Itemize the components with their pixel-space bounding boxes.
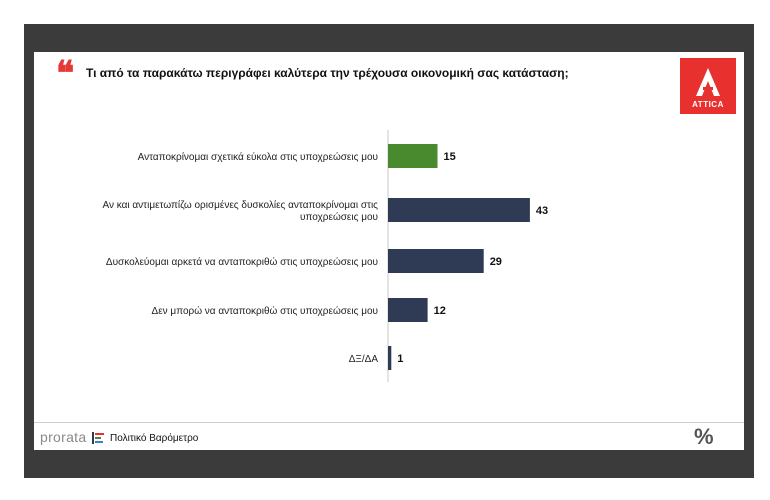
slide: ❝ Τι από τα παρακάτω περιγράφει καλύτερα… — [34, 52, 744, 450]
percent-icon: % — [694, 424, 714, 449]
category-label-5: ΔΞ/ΔΑ — [349, 354, 379, 365]
value-label-4: 12 — [434, 305, 446, 317]
bar-chart: 15 Ανταποκρίνομαι σχετικά εύκολα στις υπο… — [102, 130, 548, 382]
prorata-bars-icon — [92, 432, 104, 444]
quote-icon: ❝ — [56, 54, 75, 94]
category-label-2-line-2: υποχρεώσεις μου — [300, 211, 378, 223]
category-label-3: Δυσκολεύομαι αρκετά να ανταποκριθώ στις … — [106, 256, 378, 268]
bar-3 — [388, 249, 484, 273]
value-label-3: 29 — [490, 256, 502, 268]
attica-a-icon — [696, 68, 720, 96]
footer-divider — [34, 422, 744, 423]
value-label-2: 43 — [536, 205, 548, 217]
value-label-5: 1 — [397, 353, 403, 365]
logo-label: ATTICA — [692, 100, 724, 109]
bar-2 — [388, 198, 530, 222]
slide-frame: ❝ Τι από τα παρακάτω περιγράφει καλύτερα… — [24, 24, 754, 478]
category-label-1: Ανταποκρίνομαι σχετικά εύκολα στις υποχρ… — [138, 151, 378, 163]
category-label-4: Δεν μπορώ να ανταποκριθώ στις υποχρεώσει… — [152, 305, 378, 317]
prorata-logo: prorata — [40, 429, 87, 445]
bar-5 — [388, 346, 392, 370]
bar-1 — [388, 144, 438, 168]
value-label-1: 15 — [444, 151, 456, 163]
bar-4 — [388, 298, 428, 322]
category-label-2-line-1: Αν και αντιμετωπίζω ορισμένες δυσκολίες … — [102, 199, 378, 211]
barometer-label: Πολιτικό Βαρόμετρο — [110, 433, 199, 444]
question-title: Τι από τα παρακάτω περιγράφει καλύτερα τ… — [86, 66, 569, 80]
attica-logo: ATTICA — [680, 58, 736, 114]
